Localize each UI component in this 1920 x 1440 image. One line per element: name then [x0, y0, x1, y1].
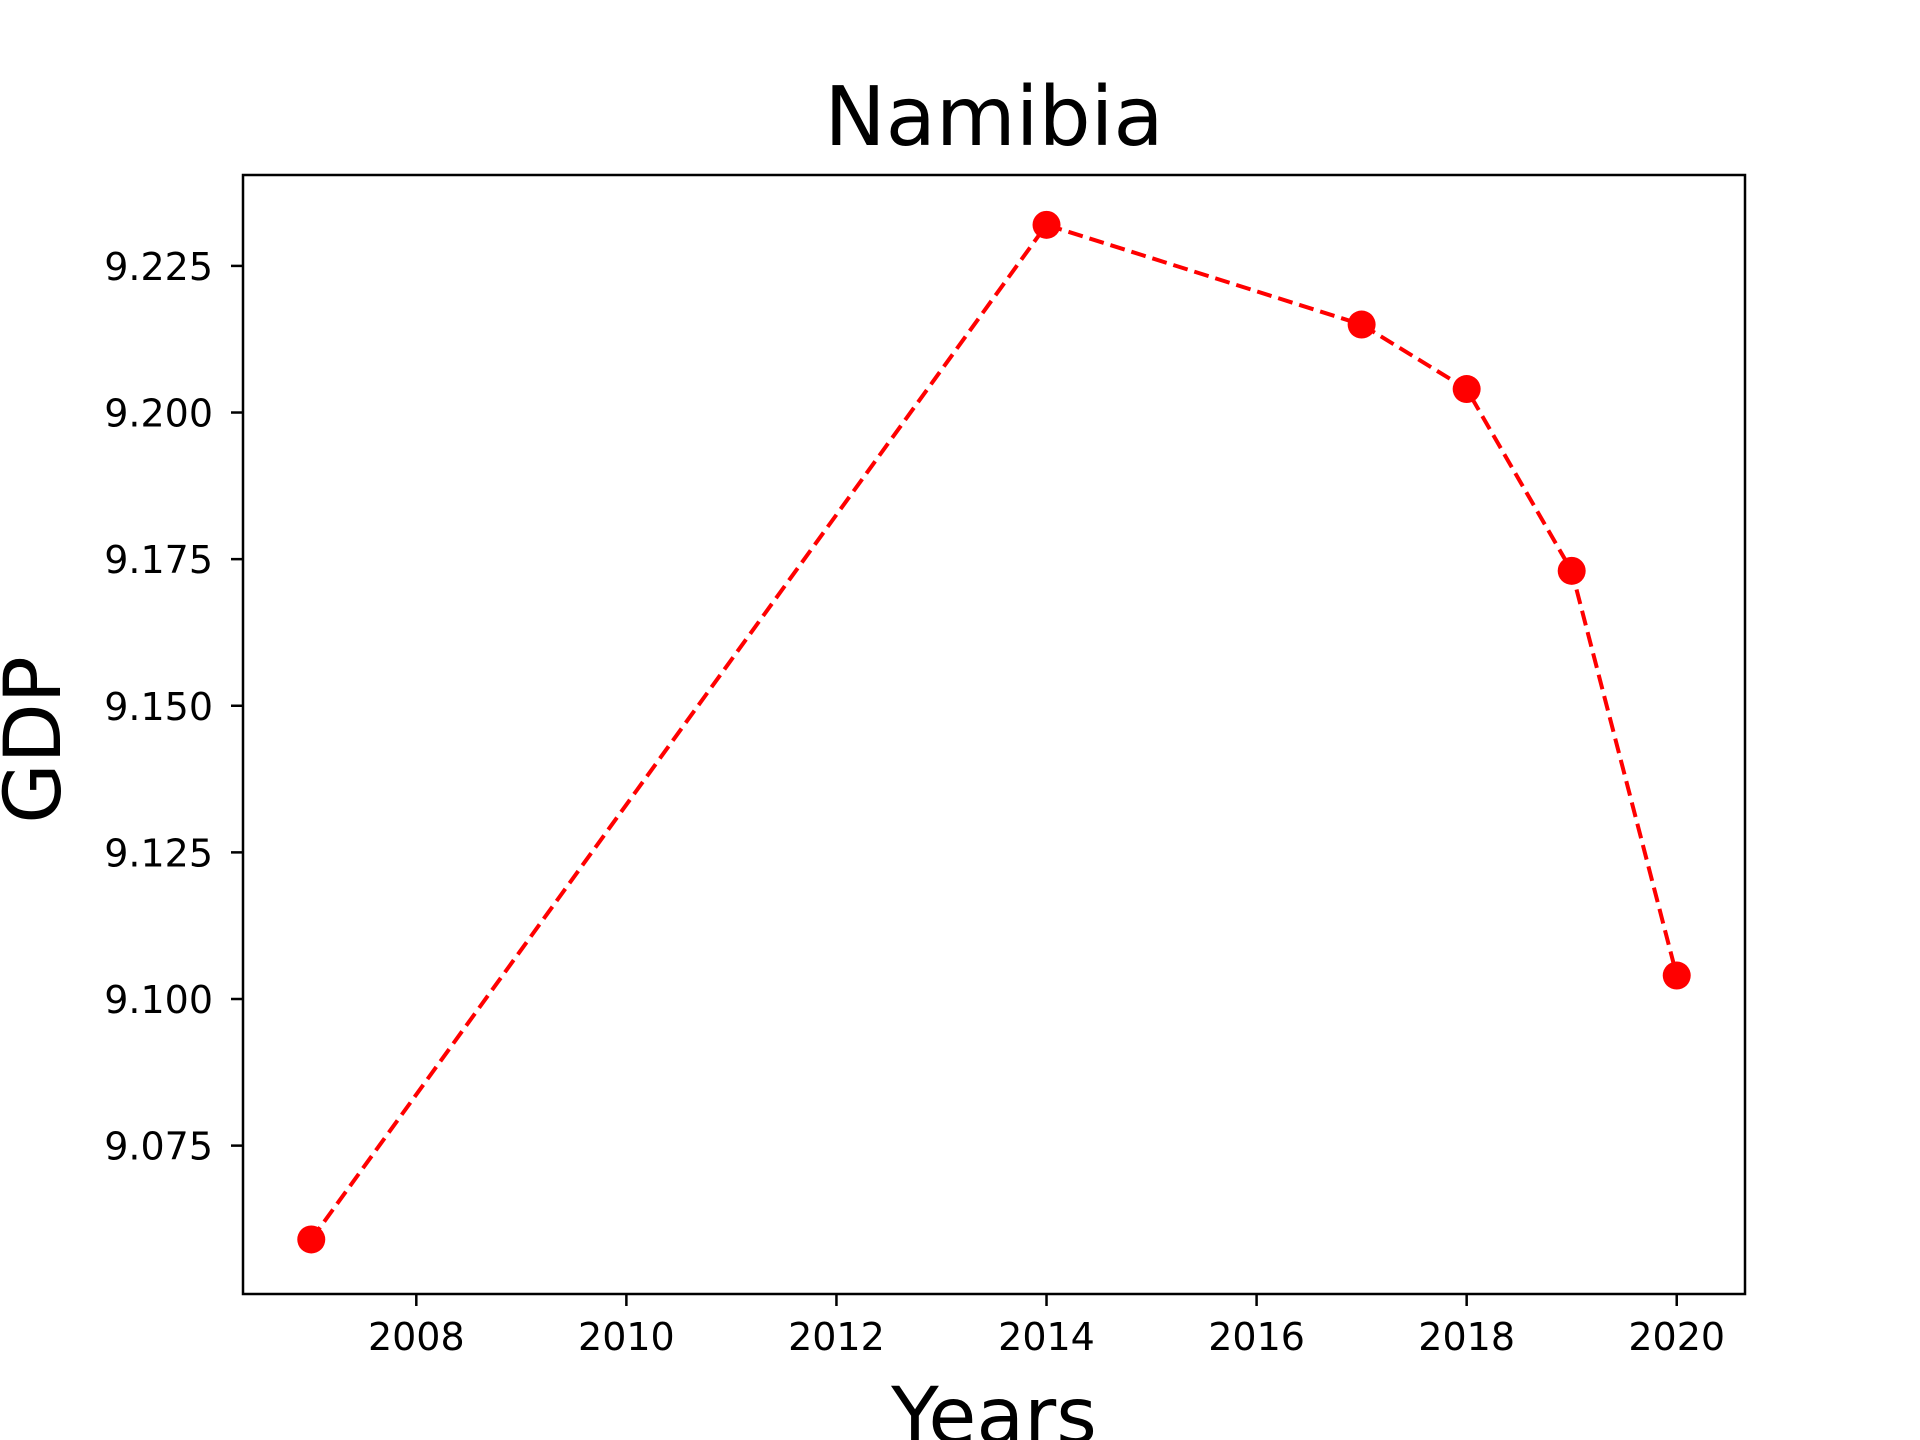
- plot-area-frame: [241, 173, 1747, 1296]
- x-tick-label: 2018: [1418, 1315, 1515, 1359]
- data-point-2019: [1557, 556, 1586, 585]
- x-tick-label: 2020: [1628, 1315, 1725, 1359]
- y-axis-ticks: 9.075 9.100 9.125 9.150 9.175 9.200 9.225: [104, 245, 243, 1169]
- chart-title: Namibia: [824, 70, 1163, 165]
- data-point-2017: [1347, 310, 1376, 339]
- data-point-2018: [1452, 375, 1481, 404]
- data-point-2007: [297, 1225, 326, 1254]
- y-tick-label: 9.175: [104, 538, 213, 582]
- x-tick-label: 2010: [578, 1315, 675, 1359]
- y-tick-label: 9.125: [104, 831, 213, 875]
- data-point-2014: [1032, 210, 1061, 239]
- series-line-0: [309, 222, 1679, 1241]
- y-tick-label: 9.200: [104, 392, 213, 436]
- x-axis-label: Years: [890, 1372, 1097, 1440]
- series-layer: [297, 210, 1691, 1254]
- y-tick-label: 9.075: [104, 1125, 213, 1169]
- x-tick-label: 2012: [788, 1315, 885, 1359]
- x-axis-ticks: 2008 2010 2012 2014 2016 2018 2020: [368, 1294, 1725, 1359]
- x-tick-label: 2008: [368, 1315, 465, 1359]
- y-tick-label: 9.225: [104, 245, 213, 289]
- x-tick-label: 2014: [998, 1315, 1095, 1359]
- y-tick-label: 9.150: [104, 685, 213, 729]
- y-axis-label: GDP: [0, 656, 79, 824]
- y-tick-label: 9.100: [104, 978, 213, 1022]
- x-tick-label: 2016: [1208, 1315, 1305, 1359]
- data-point-2020: [1662, 961, 1691, 990]
